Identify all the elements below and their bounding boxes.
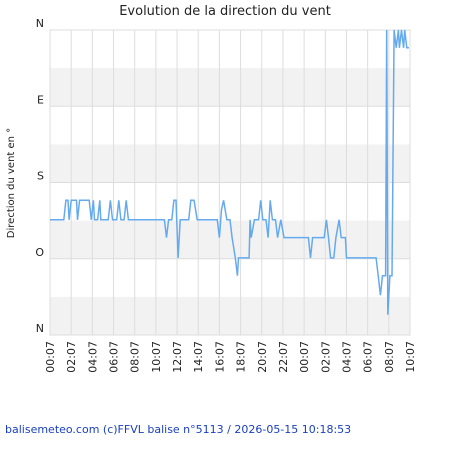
x-tick-label: 08:07 xyxy=(383,341,396,373)
y-tick-label: N xyxy=(36,322,44,335)
band xyxy=(50,220,410,259)
x-tick-label: 00:07 xyxy=(298,341,311,373)
footer: balisemeteo.com (c)FFVL balise n°5113 / … xyxy=(5,423,351,436)
x-tick-label: 22:07 xyxy=(277,341,290,373)
x-tick-label: 12:07 xyxy=(171,341,184,373)
x-tick-label: 18:07 xyxy=(235,341,248,373)
y-tick-label: E xyxy=(37,93,44,106)
y-tick-label: S xyxy=(37,170,44,183)
x-tick-label: 06:07 xyxy=(108,341,121,373)
x-tick-label: 20:07 xyxy=(256,341,269,373)
band xyxy=(50,144,410,183)
x-tick-label: 16:07 xyxy=(213,341,226,373)
x-tick-label: 04:07 xyxy=(86,341,99,373)
x-tick-label: 10:07 xyxy=(150,341,163,373)
x-tick-label: 14:07 xyxy=(192,341,205,373)
x-tick-label: 02:07 xyxy=(65,341,78,373)
band xyxy=(50,296,410,335)
line xyxy=(50,29,409,315)
x-tick-label: 02:07 xyxy=(319,341,332,373)
y-tick-label: O xyxy=(35,246,44,259)
chart-title: Evolution de la direction du vent xyxy=(119,4,331,19)
x-tick-label: 08:07 xyxy=(129,341,142,373)
x-tick-label: 00:07 xyxy=(44,341,57,373)
x-tick-label: 06:07 xyxy=(362,341,375,373)
x-tick-label: 04:07 xyxy=(340,341,353,373)
y-tick-label: N xyxy=(36,17,44,30)
y-axis-title: Direction du vent en ° xyxy=(6,128,17,238)
x-tick-label: 10:07 xyxy=(404,341,417,373)
band xyxy=(50,68,410,107)
